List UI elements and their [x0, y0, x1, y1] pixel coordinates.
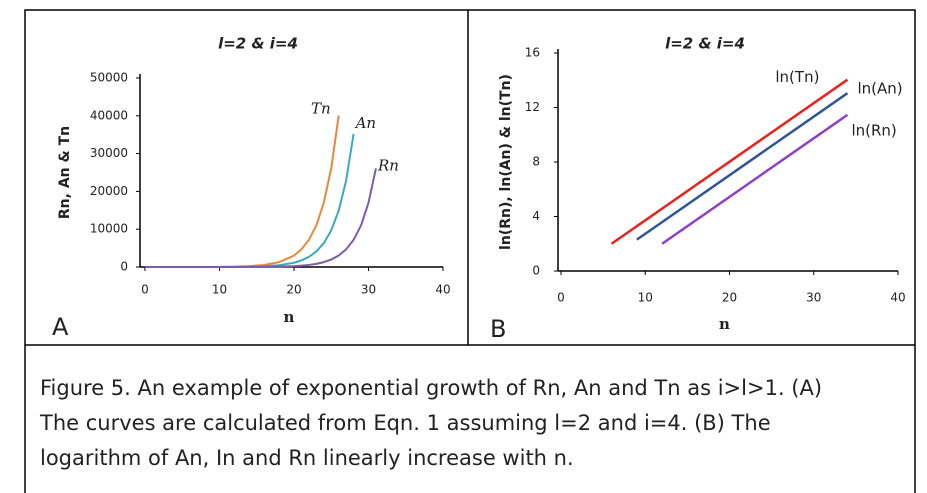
- y-tick-label: 4: [532, 209, 540, 223]
- panel-a: l=2 & i=4 A Rn, An & Tn n 0 10000 20000 30000 40…: [52, 35, 451, 342]
- y-axis-label: Rn, An & Tn: [57, 126, 73, 219]
- panel-label: B: [490, 315, 506, 343]
- x-axis-label: n: [719, 315, 730, 333]
- x-tick-label: 40: [435, 283, 450, 297]
- y-axis-label: ln(Rn), ln(An) & ln(Tn): [498, 74, 514, 250]
- x-tick-label: 0: [141, 283, 149, 297]
- series-label: Rn: [377, 156, 399, 174]
- chart-title: l=2 & i=4: [218, 35, 298, 53]
- panel-label: A: [52, 313, 69, 341]
- y-tick-label: 12: [525, 100, 540, 114]
- x-tick-label: 10: [212, 283, 227, 297]
- y-tick-label: 50000: [90, 71, 128, 85]
- y-tick-label: 0: [532, 264, 540, 278]
- y-tick-label: 40000: [90, 108, 128, 122]
- series-line: [661, 113, 849, 245]
- series-label: ln(Tn): [775, 68, 819, 86]
- series-line: [610, 78, 849, 245]
- series-label: Tn: [311, 99, 331, 117]
- y-tick-label: 0: [120, 260, 128, 274]
- x-tick-label: 10: [638, 291, 653, 305]
- caption-line: logarithm of An, In and Rn linearly incr…: [40, 446, 574, 470]
- series-line: [145, 133, 355, 268]
- series-line: [144, 115, 340, 268]
- caption-line: Figure 5. An example of exponential grow…: [40, 376, 822, 400]
- x-tick-label: 0: [557, 291, 565, 305]
- series-label: An: [354, 114, 377, 132]
- y-tick-label: 30000: [90, 146, 128, 160]
- x-tick-label: 40: [890, 291, 905, 305]
- y-tick-label: 10000: [90, 222, 128, 236]
- panel-b: l=2 & i=4 Bln(Rn), ln(An) & ln(Tn) n 0 4 8 12 1…: [490, 35, 906, 344]
- y-tick-label: 16: [525, 46, 540, 60]
- series-line: [636, 92, 849, 241]
- chart-title: l=2 & i=4: [665, 35, 745, 53]
- x-tick-label: 30: [361, 283, 376, 297]
- caption-line: The curves are calculated from Eqn. 1 as…: [39, 411, 771, 435]
- series-line: [145, 168, 377, 268]
- frame: [24, 9, 916, 493]
- y-tick-label: 8: [532, 155, 540, 169]
- x-tick-label: 20: [286, 283, 301, 297]
- x-tick-label: 20: [722, 291, 737, 305]
- y-tick-label: 20000: [90, 184, 128, 198]
- x-axis-label: n: [284, 308, 295, 326]
- x-tick-label: 30: [806, 291, 821, 305]
- series-label: ln(Rn): [851, 121, 896, 139]
- series-label: ln(An): [857, 80, 902, 98]
